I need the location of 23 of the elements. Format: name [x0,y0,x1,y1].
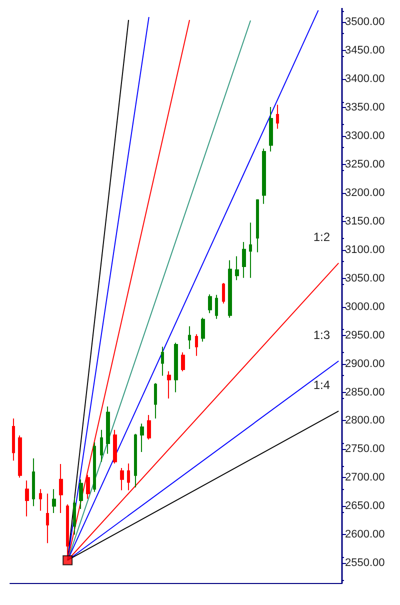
y-tick-label: 3450.00 [345,44,385,57]
y-tick-label: 3100.00 [345,244,385,256]
y-tick-label: 2900.00 [345,358,385,370]
y-tick-label: 2750.00 [345,443,385,456]
y-tick-label: 3000.00 [345,300,385,313]
y-tick-label: 2700.00 [345,472,385,484]
y-tick-label: 3350.00 [345,102,385,114]
y-tick-label: 2800.00 [345,414,385,427]
y-tick-label: 3050.00 [345,272,385,284]
annotation: 1:2 [313,230,330,244]
annotation: 1:4 [313,378,330,392]
y-tick-label: 3200.00 [345,187,385,200]
y-tick-label: 2550.00 [345,557,385,570]
y-tick-label: 3150.00 [345,215,385,228]
y-tick-label: 3500.00 [345,16,385,28]
y-tick-label: 2600.00 [345,528,385,541]
y-tick-label: 3250.00 [345,158,385,171]
y-tick-label: 2850.00 [345,386,385,398]
annotation: 1:3 [313,328,330,342]
y-tick-label: 2650.00 [345,500,385,512]
y-tick-label: 3400.00 [345,73,385,86]
y-tick-label: 2950.00 [345,329,385,342]
y-tick-label: 3300.00 [345,130,385,142]
